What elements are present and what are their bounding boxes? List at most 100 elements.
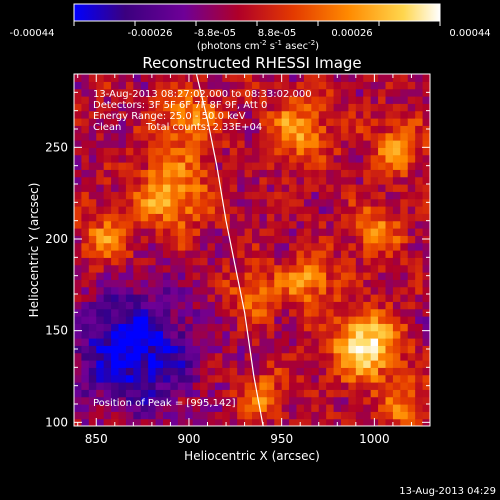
heatmap-cell xyxy=(177,301,186,310)
heatmap-cell xyxy=(400,352,409,361)
heatmap-cell xyxy=(311,74,320,82)
heatmap-cell xyxy=(303,191,312,200)
heatmap-cell xyxy=(311,110,320,119)
heatmap-cell xyxy=(311,360,320,368)
heatmap-cell xyxy=(333,162,342,170)
heatmap-cell xyxy=(96,184,105,192)
heatmap-cell xyxy=(415,352,424,361)
heatmap-cell xyxy=(81,404,90,412)
heatmap-cell xyxy=(81,294,90,302)
heatmap-cell xyxy=(296,81,305,90)
heatmap-cell xyxy=(244,213,253,222)
heatmap-cell xyxy=(192,382,201,390)
heatmap-cell xyxy=(214,118,223,126)
heatmap-cell xyxy=(177,198,186,207)
heatmap-cell xyxy=(311,404,320,412)
heatmap-cell xyxy=(81,140,90,148)
heatmap-cell xyxy=(348,286,357,295)
heatmap-cell xyxy=(96,418,105,426)
heatmap-cell xyxy=(296,272,305,280)
heatmap-cell xyxy=(81,389,90,398)
heatmap-cell xyxy=(155,308,164,317)
heatmap-cell xyxy=(311,411,320,420)
y-axis-label: Heliocentric Y (arcsec) xyxy=(27,183,41,318)
heatmap-cell xyxy=(326,418,335,426)
heatmap-cell xyxy=(207,125,216,134)
heatmap-cell xyxy=(355,206,364,214)
heatmap-cell xyxy=(103,81,112,90)
heatmap-cell xyxy=(363,411,372,420)
heatmap-cell xyxy=(303,250,312,258)
heatmap-cell xyxy=(185,228,194,236)
heatmap-cell xyxy=(111,323,120,332)
heatmap-cell xyxy=(363,404,372,412)
heatmap-cell xyxy=(103,140,112,148)
heatmap-cell xyxy=(244,418,253,426)
heatmap-cell xyxy=(88,96,97,104)
heatmap-cell xyxy=(229,220,238,229)
heatmap-cell xyxy=(185,176,194,185)
heatmap-cell xyxy=(392,184,401,192)
heatmap-cell xyxy=(133,286,142,295)
heatmap-cell xyxy=(274,352,283,361)
heatmap-cell xyxy=(252,286,261,295)
heatmap-cell xyxy=(400,374,409,383)
heatmap-cell xyxy=(296,257,305,266)
heatmap-cell xyxy=(274,396,283,405)
heatmap-cell xyxy=(118,396,127,405)
heatmap-cell xyxy=(222,235,231,244)
heatmap-cell xyxy=(214,147,223,156)
heatmap-cell xyxy=(244,389,253,398)
heatmap-cell xyxy=(170,103,179,112)
heatmap-cell xyxy=(244,198,253,207)
heatmap-cell xyxy=(274,382,283,390)
heatmap-cell xyxy=(326,316,335,324)
heatmap-cell xyxy=(333,96,342,104)
heatmap-cell xyxy=(252,396,261,405)
heatmap-cell xyxy=(355,279,364,288)
heatmap-cell xyxy=(303,367,312,376)
heatmap-cell xyxy=(214,228,223,236)
heatmap-cell xyxy=(103,154,112,163)
heatmap-cell xyxy=(118,103,127,112)
heatmap-cell xyxy=(140,382,149,390)
heatmap-cell xyxy=(355,96,364,104)
heatmap-cell xyxy=(229,74,238,82)
heatmap-cell xyxy=(303,169,312,178)
heatmap-cell xyxy=(326,374,335,383)
heatmap-cell xyxy=(170,125,179,134)
heatmap-cell xyxy=(296,360,305,368)
heatmap-cell xyxy=(177,411,186,420)
heatmap-cell xyxy=(170,294,179,302)
heatmap-cell xyxy=(296,316,305,324)
heatmap-cell xyxy=(289,338,298,346)
heatmap-cell xyxy=(407,352,416,361)
heatmap-cell xyxy=(385,140,394,148)
heatmap-cell xyxy=(214,140,223,148)
heatmap-cell xyxy=(392,308,401,317)
heatmap-cell xyxy=(237,367,246,376)
heatmap-cell xyxy=(155,242,164,251)
heatmap-cell xyxy=(96,147,105,156)
heatmap-cell xyxy=(177,132,186,141)
heatmap-cell xyxy=(96,286,105,295)
heatmap-cell xyxy=(281,81,290,90)
heatmap-cell xyxy=(177,235,186,244)
heatmap-cell xyxy=(303,220,312,229)
heatmap-cell xyxy=(370,103,379,112)
heatmap-cell xyxy=(133,235,142,244)
heatmap-cell xyxy=(163,323,172,332)
heatmap-cell xyxy=(155,272,164,280)
heatmap-cell xyxy=(148,330,157,339)
heatmap-cell xyxy=(289,345,298,354)
heatmap-cell xyxy=(303,228,312,236)
heatmap-cell xyxy=(303,374,312,383)
heatmap-cell xyxy=(207,169,216,178)
heatmap-cell xyxy=(303,286,312,295)
heatmap-cell xyxy=(422,147,430,156)
heatmap-cell xyxy=(88,132,97,141)
heatmap-cell xyxy=(341,125,350,134)
heatmap-cell xyxy=(333,132,342,141)
heatmap-cell xyxy=(378,88,387,97)
heatmap-cell xyxy=(88,286,97,295)
